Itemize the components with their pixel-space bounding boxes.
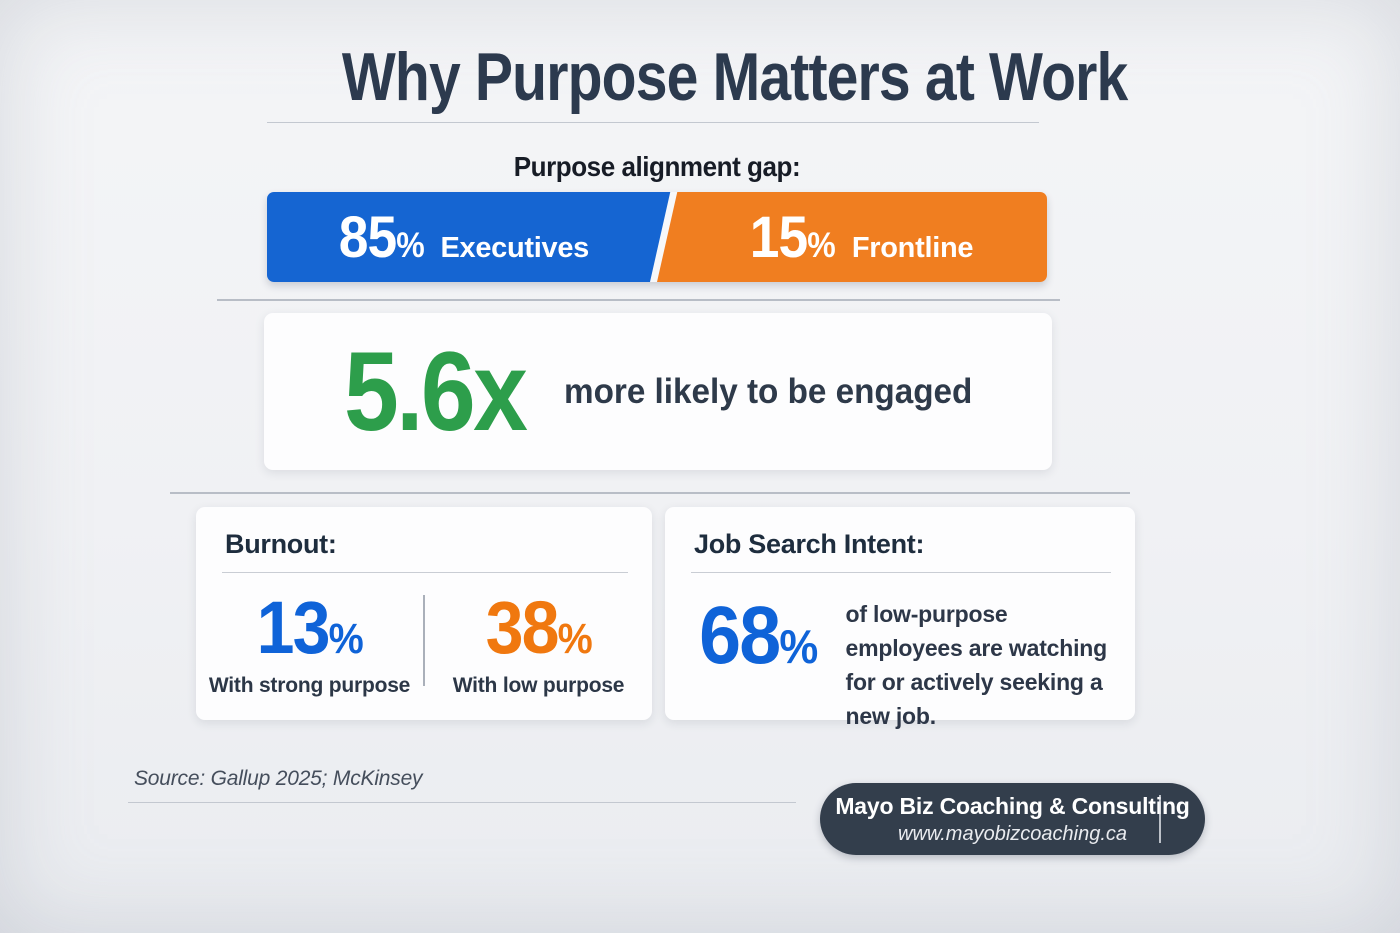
burnout-low-purpose-label: With low purpose (452, 674, 625, 697)
burnout-strong-purpose-label: With strong purpose (208, 674, 411, 697)
title-wrap: Why Purpose Matters at Work (267, 41, 1128, 113)
frontline-label-group: 15% Frontline (673, 192, 1047, 282)
separator-line-top (217, 299, 1060, 301)
burnout-card: Burnout: 13% With strong purpose 38% Wit… (196, 507, 652, 720)
job-search-value: 68% (699, 590, 818, 681)
alignment-heading-wrap: Purpose alignment gap: (267, 151, 1047, 183)
burnout-low-purpose-stat: 38% With low purpose (425, 587, 652, 698)
burnout-strong-purpose-value: 13% (256, 586, 364, 669)
source-underline (128, 802, 796, 803)
burnout-strong-purpose-stat: 13% With strong purpose (196, 587, 423, 698)
burnout-heading-underline (222, 572, 628, 573)
job-search-description: of low-purpose employees are watching fo… (845, 601, 1108, 729)
executives-bar-segment (267, 192, 671, 282)
source-citation: Source: Gallup 2025; McKinsey (134, 767, 423, 790)
alignment-gap-heading: Purpose alignment gap: (513, 151, 801, 182)
badge-divider-line (1159, 795, 1161, 843)
executives-label: Executives (440, 231, 589, 264)
executives-value: 85% (338, 204, 425, 270)
alignment-gap-bar: 85% Executives 15% Frontline (267, 192, 1047, 282)
job-search-heading-underline (691, 572, 1111, 573)
burnout-low-purpose-value: 38% (485, 586, 593, 669)
engagement-card: 5.6x more likely to be engaged (264, 313, 1052, 470)
brand-name: Mayo Biz Coaching & Consulting (835, 792, 1190, 819)
executives-label-group: 85% Executives (267, 192, 657, 282)
burnout-heading: Burnout: (225, 529, 337, 559)
page-title: Why Purpose Matters at Work (341, 39, 1128, 115)
frontline-label: Frontline (851, 231, 974, 264)
title-underline (267, 122, 1039, 123)
frontline-value: 15% (750, 204, 836, 270)
brand-website-url: www.mayobizcoaching.ca (898, 822, 1127, 845)
job-search-heading: Job Search Intent: (694, 529, 925, 559)
burnout-divider (423, 595, 425, 686)
frontline-bar-segment (657, 192, 1047, 282)
engagement-description: more likely to be engaged (563, 371, 973, 411)
separator-line-middle (170, 492, 1130, 494)
brand-badge: Mayo Biz Coaching & Consulting www.mayob… (820, 783, 1205, 855)
engagement-multiplier-value: 5.6x (344, 328, 528, 454)
burnout-stats: 13% With strong purpose 38% With low pur… (196, 587, 652, 698)
job-search-intent-card: Job Search Intent: 68% of low-purpose em… (665, 507, 1135, 729)
job-search-stat: 68% of low-purpose employees are watchin… (665, 573, 1135, 733)
